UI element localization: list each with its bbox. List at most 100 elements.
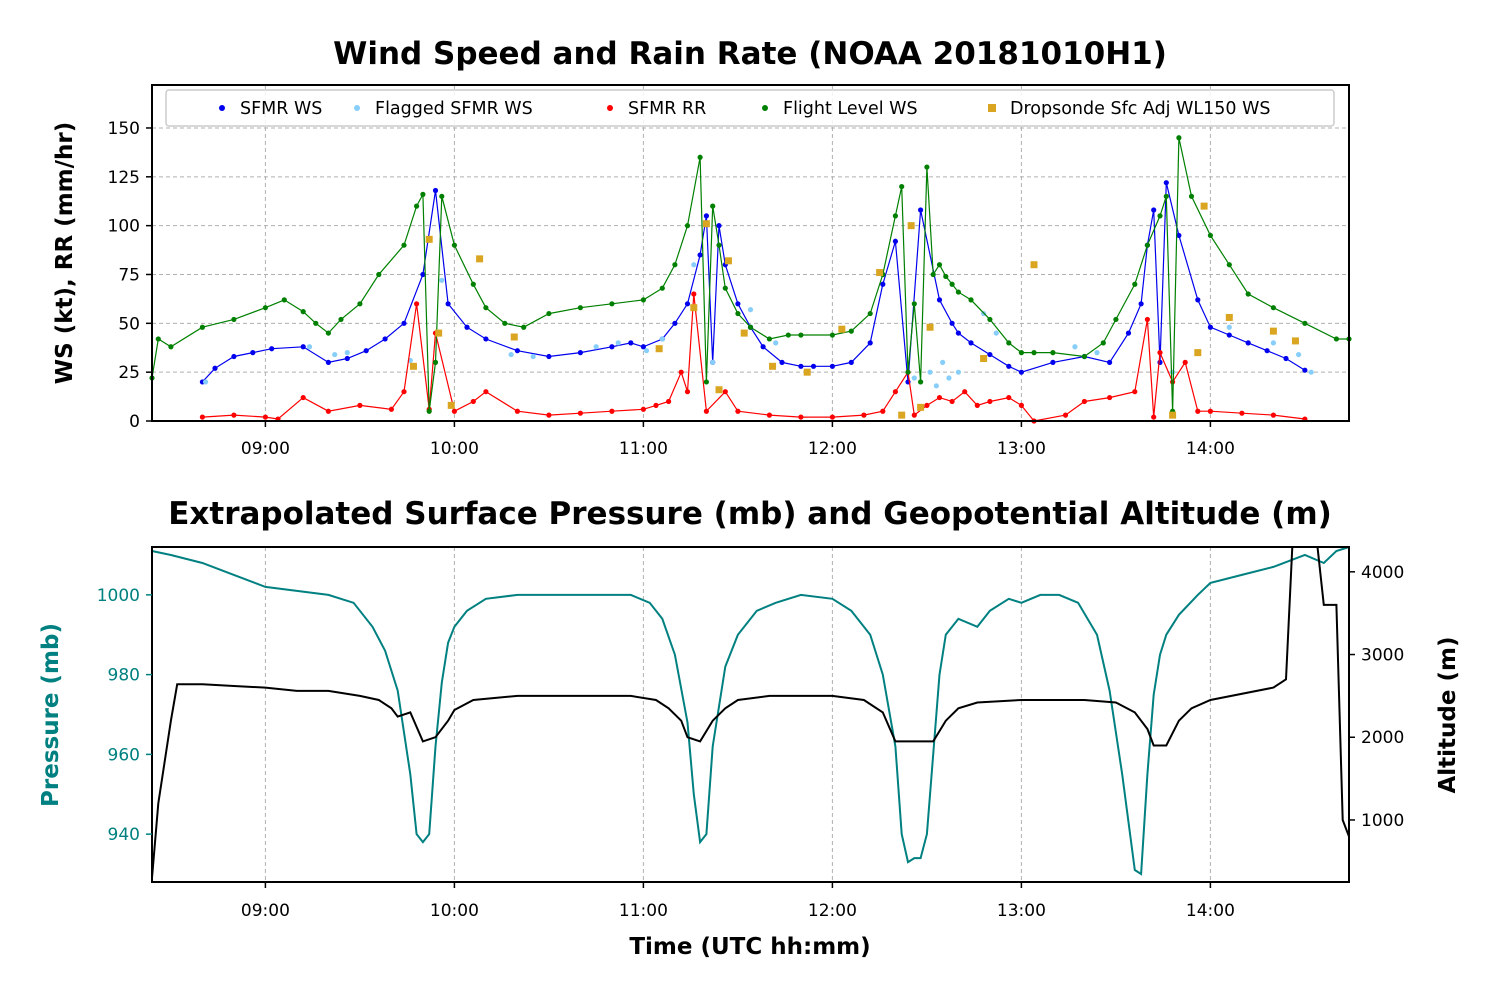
data-point-flight-level-ws xyxy=(798,332,804,338)
data-point-flagged-sfmr-ws xyxy=(1226,324,1232,330)
data-point-sfmr-ws xyxy=(1195,297,1201,303)
dropsonde-point xyxy=(917,403,925,411)
data-point-sfmr-ws xyxy=(968,340,974,346)
data-point-sfmr-rr xyxy=(653,402,659,408)
data-point-flight-level-ws xyxy=(1302,320,1308,326)
data-point-sfmr-rr xyxy=(974,402,980,408)
data-point-flagged-sfmr-ws xyxy=(955,369,962,375)
data-point-flight-level-ws xyxy=(483,305,489,311)
data-point-sfmr-rr xyxy=(735,408,741,414)
dropsonde-point xyxy=(1269,327,1277,335)
data-point-sfmr-rr xyxy=(325,408,331,414)
data-point-sfmr-rr xyxy=(483,389,489,395)
data-point-sfmr-rr xyxy=(1239,410,1245,416)
data-point-flight-level-ws xyxy=(697,154,703,160)
data-point-sfmr-ws xyxy=(1107,359,1113,365)
data-point-sfmr-ws xyxy=(250,350,256,356)
data-point-flagged-sfmr-ws xyxy=(439,277,445,283)
legend-items: SFMR WS Flagged SFMR WS SFMR RR Flight Leve… xyxy=(219,99,1271,119)
data-point-sfmr-rr xyxy=(1132,389,1138,395)
data-point-sfmr-ws xyxy=(955,330,962,336)
data-point-sfmr-ws xyxy=(829,363,836,369)
data-point-flight-level-ws xyxy=(357,301,363,307)
data-point-sfmr-rr xyxy=(666,398,672,405)
series-sfmr-rr xyxy=(199,291,1308,424)
data-point-flight-level-ws xyxy=(1006,340,1012,346)
y-tick-label: 1000 xyxy=(97,586,140,606)
y-tick-label: 50 xyxy=(118,314,140,334)
bottom-x-axis-ticks: 09:00 10:00 11:00 12:00 13:00 14:00 xyxy=(241,882,1235,921)
bottom-panel: Extrapolated Surface Pressure (mb) and G… xyxy=(38,496,1461,960)
data-point-sfmr-ws xyxy=(1176,232,1182,239)
data-point-flight-level-ws xyxy=(521,324,527,330)
data-point-flight-level-ws xyxy=(577,305,584,311)
data-point-sfmr-ws xyxy=(1125,330,1132,336)
data-point-flagged-sfmr-ws xyxy=(747,307,754,313)
data-point-sfmr-rr xyxy=(1018,402,1024,408)
data-point-sfmr-rr xyxy=(1107,394,1113,401)
dropsonde-point xyxy=(898,411,906,419)
legend-marker xyxy=(988,104,996,112)
top-panel: Wind Speed and Rain Rate (NOAA 20181010H… xyxy=(52,36,1352,459)
data-point-flagged-sfmr-ws xyxy=(344,350,350,356)
data-point-sfmr-rr xyxy=(1170,379,1176,385)
series-flight-level-ws xyxy=(149,135,1352,414)
data-point-sfmr-rr xyxy=(861,412,867,418)
data-point-sfmr-rr xyxy=(577,410,584,416)
data-point-sfmr-rr xyxy=(722,389,728,395)
data-point-sfmr-rr xyxy=(199,414,205,420)
data-point-flagged-sfmr-ws xyxy=(933,383,939,389)
data-point-sfmr-rr xyxy=(546,412,552,418)
data-point-flagged-sfmr-ws xyxy=(1270,340,1276,346)
data-point-sfmr-rr xyxy=(962,389,968,395)
data-point-sfmr-ws xyxy=(577,350,584,356)
legend-label: SFMR RR xyxy=(628,99,706,119)
series-line-altitude xyxy=(151,546,1350,878)
legend-box xyxy=(165,89,1335,127)
y-tick-label: 125 xyxy=(108,168,140,188)
series-line-pressure xyxy=(151,546,1350,876)
data-point-flight-level-ws xyxy=(747,324,754,330)
y-tick-label: 980 xyxy=(108,666,140,686)
data-point-sfmr-ws xyxy=(445,301,451,307)
data-point-flight-level-ws xyxy=(955,289,962,295)
data-point-flight-level-ws xyxy=(1113,316,1119,323)
dropsonde-point xyxy=(476,255,484,263)
x-tick-label: 12:00 xyxy=(808,901,857,921)
data-point-flight-level-ws xyxy=(420,191,426,197)
data-point-flight-level-ws xyxy=(968,297,974,303)
dropsonde-point xyxy=(409,362,417,370)
data-point-flagged-sfmr-ws xyxy=(659,336,665,342)
data-point-flagged-sfmr-ws xyxy=(1170,369,1176,375)
legend-label: Flagged SFMR WS xyxy=(375,99,533,119)
x-tick-label: 10:00 xyxy=(430,901,479,921)
data-point-sfmr-ws xyxy=(672,320,678,326)
data-point-flight-level-ws xyxy=(1176,135,1182,141)
data-point-flight-level-ws xyxy=(313,320,319,326)
legend-marker xyxy=(607,105,613,111)
data-point-sfmr-rr xyxy=(1081,398,1087,405)
dropsonde-point xyxy=(803,368,811,376)
y2-tick-label: 1000 xyxy=(1361,811,1404,831)
data-point-sfmr-rr xyxy=(1151,414,1157,420)
data-point-sfmr-ws xyxy=(703,213,710,219)
data-point-flight-level-ws xyxy=(766,336,773,342)
series-line-sfmr-rr xyxy=(202,293,1305,422)
data-point-flagged-sfmr-ws xyxy=(710,359,716,365)
data-point-flight-level-ws xyxy=(722,285,728,291)
data-point-flight-level-ws xyxy=(936,262,943,268)
legend-label: Flight Level WS xyxy=(783,99,918,119)
data-point-sfmr-ws xyxy=(382,336,388,342)
data-point-flight-level-ws xyxy=(155,336,161,342)
x-tick-label: 13:00 xyxy=(997,439,1046,459)
data-point-flight-level-ws xyxy=(949,281,955,287)
data-point-flagged-sfmr-ws xyxy=(202,379,209,385)
data-point-sfmr-rr xyxy=(1195,408,1201,414)
data-point-flight-level-ws xyxy=(1081,353,1087,360)
data-point-flight-level-ws xyxy=(168,344,174,350)
data-point-flight-level-ws xyxy=(546,310,552,317)
dropsonde-point xyxy=(838,325,846,333)
data-point-sfmr-ws xyxy=(918,207,924,213)
